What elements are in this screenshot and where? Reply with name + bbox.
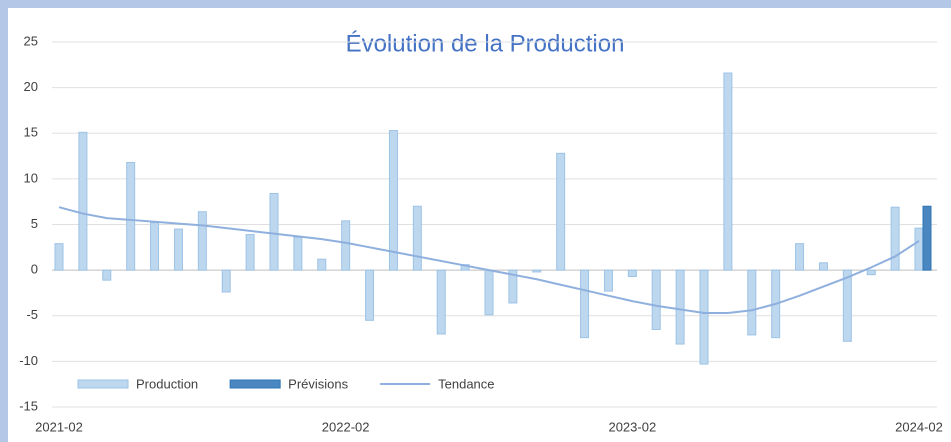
bar	[245, 234, 255, 271]
bar	[150, 222, 160, 271]
bar	[293, 236, 303, 271]
bar	[675, 269, 685, 345]
bar	[484, 269, 494, 316]
legend-label: Tendance	[438, 376, 494, 391]
bar	[341, 220, 351, 271]
bar	[269, 192, 279, 271]
bar	[818, 262, 828, 271]
bar	[365, 269, 375, 321]
bar	[508, 269, 518, 304]
chart-title: Évolution de la Production	[346, 30, 625, 57]
bar	[221, 269, 231, 293]
y-tick-label: 10	[24, 170, 38, 185]
bar	[580, 269, 590, 339]
y-tick-label: 20	[24, 79, 38, 94]
bar	[102, 269, 112, 281]
legend-label: Prévisions	[288, 376, 348, 391]
bar	[197, 211, 207, 271]
bar	[890, 206, 900, 271]
bar	[556, 152, 566, 271]
y-tick-label: 15	[24, 125, 38, 140]
legend-swatch	[229, 379, 281, 389]
bar	[922, 205, 932, 271]
y-tick-label: 0	[31, 262, 38, 277]
bar	[699, 269, 709, 365]
legend-swatch	[77, 379, 129, 389]
bar	[126, 161, 136, 271]
bar	[436, 269, 446, 335]
bar	[603, 269, 613, 292]
bar	[795, 243, 805, 271]
y-tick-label: 5	[31, 216, 38, 231]
bar	[532, 269, 542, 273]
bar	[723, 72, 733, 271]
x-tick-label: 2023-02	[608, 419, 656, 434]
x-tick-label: 2022-02	[322, 419, 370, 434]
bar	[627, 269, 637, 278]
bar	[651, 269, 661, 330]
y-tick-label: -10	[19, 353, 38, 368]
bar	[317, 258, 327, 271]
y-tick-label: -5	[26, 307, 38, 322]
legend-label: Production	[136, 376, 198, 391]
y-tick-label: 25	[24, 33, 38, 48]
bar	[866, 269, 876, 276]
x-tick-label: 2024-02	[895, 419, 943, 434]
bar	[388, 130, 398, 271]
bar	[747, 269, 757, 336]
bar	[842, 269, 852, 342]
bar	[78, 131, 88, 271]
bar	[412, 205, 422, 271]
bar	[173, 228, 183, 271]
y-tick-label: -15	[19, 398, 38, 413]
bar	[914, 227, 924, 271]
bar	[54, 243, 64, 271]
x-tick-label: 2021-02	[35, 419, 83, 434]
trend-line	[58, 206, 920, 315]
